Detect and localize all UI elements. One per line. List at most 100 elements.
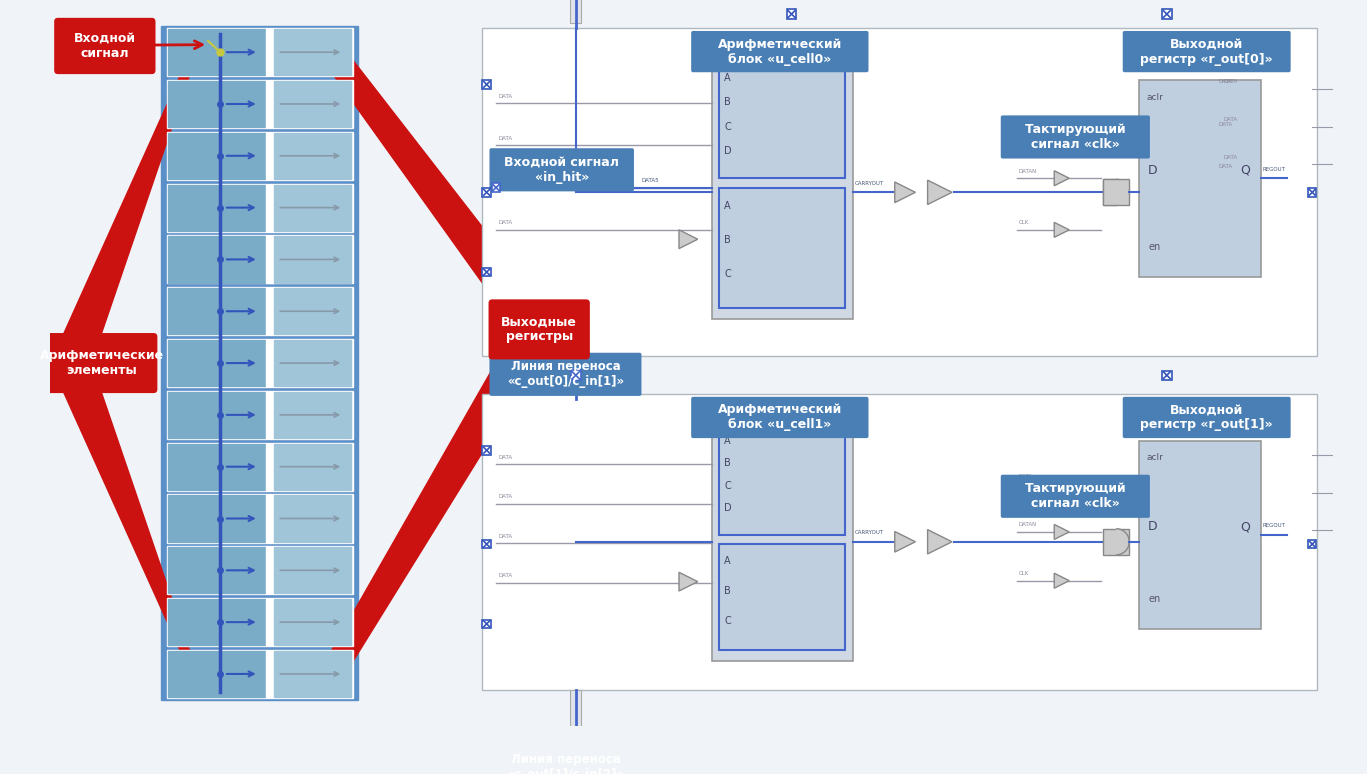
Text: REGOUT: REGOUT (1263, 166, 1285, 172)
Bar (1308, 188, 1316, 197)
Bar (492, 183, 500, 192)
Bar (719, 544, 845, 650)
Bar (483, 268, 491, 276)
Polygon shape (679, 572, 697, 591)
FancyBboxPatch shape (489, 149, 634, 191)
Bar (273, 236, 350, 283)
Bar (483, 540, 491, 548)
Bar (167, 391, 353, 439)
Bar (712, 417, 853, 662)
Bar (267, 184, 273, 231)
Text: DATAN: DATAN (1018, 522, 1036, 527)
FancyBboxPatch shape (1122, 397, 1290, 438)
Bar (273, 29, 350, 75)
Text: en: en (1148, 594, 1161, 604)
Text: A: A (725, 436, 730, 446)
Bar (167, 339, 353, 387)
Text: DATA: DATA (1018, 117, 1032, 122)
Text: B: B (725, 458, 731, 468)
Text: Арифметический
блок «u_cell0»: Арифметический блок «u_cell0» (718, 38, 842, 66)
Polygon shape (60, 43, 212, 683)
Bar (168, 184, 265, 231)
Bar (168, 444, 265, 490)
Text: DATA: DATA (1223, 80, 1237, 84)
Bar (167, 598, 353, 646)
Text: DATA: DATA (499, 494, 513, 499)
Bar (267, 651, 273, 697)
Bar (267, 236, 273, 283)
Bar (787, 9, 796, 19)
Bar (267, 599, 273, 646)
Bar (1308, 540, 1316, 548)
Polygon shape (928, 529, 951, 554)
Bar (167, 495, 353, 543)
Bar (267, 392, 273, 438)
Bar (267, 29, 273, 75)
Text: aclr: aclr (1146, 94, 1163, 102)
Bar (273, 392, 350, 438)
Bar (787, 771, 796, 774)
Polygon shape (323, 43, 545, 683)
Text: D: D (1148, 520, 1158, 533)
Text: Линия переноса
«c_out[1]/c_in[2]»: Линия переноса «c_out[1]/c_in[2]» (507, 753, 623, 774)
Bar (570, 752, 581, 762)
Bar (267, 132, 273, 179)
Bar (273, 184, 350, 231)
Bar (273, 495, 350, 542)
Bar (167, 28, 353, 76)
Text: B: B (725, 98, 731, 108)
Text: Арифметические
элементы: Арифметические элементы (40, 349, 164, 377)
Text: DATA: DATA (1218, 164, 1233, 169)
Bar (273, 340, 350, 386)
Bar (483, 80, 491, 89)
Polygon shape (928, 180, 951, 204)
Text: C: C (725, 616, 731, 626)
Text: CARRYOUT: CARRYOUT (854, 530, 883, 536)
Bar (1103, 529, 1129, 555)
Bar (168, 288, 265, 334)
Text: C: C (725, 269, 731, 279)
FancyBboxPatch shape (692, 397, 868, 438)
Bar (273, 288, 350, 334)
Bar (273, 132, 350, 179)
Polygon shape (1054, 119, 1069, 134)
FancyBboxPatch shape (1001, 115, 1150, 159)
Bar (570, 370, 581, 380)
Text: Q: Q (1240, 163, 1249, 176)
Bar (168, 599, 265, 646)
Bar (167, 183, 353, 231)
Bar (273, 651, 350, 697)
Text: A: A (725, 201, 730, 211)
Text: DATA5: DATA5 (641, 178, 659, 183)
Text: DATA: DATA (1223, 117, 1237, 122)
Bar (1139, 80, 1260, 277)
Bar (267, 288, 273, 334)
Text: REGOUT: REGOUT (1263, 523, 1285, 528)
Bar (168, 495, 265, 542)
Bar (719, 61, 845, 178)
Text: DATA: DATA (1218, 122, 1233, 127)
Bar (267, 547, 273, 594)
FancyBboxPatch shape (1122, 31, 1290, 72)
Bar (483, 28, 1316, 357)
Bar (167, 132, 353, 180)
Text: DATA: DATA (499, 94, 513, 98)
Text: DATA: DATA (499, 135, 513, 141)
Polygon shape (1054, 222, 1069, 238)
FancyBboxPatch shape (489, 746, 641, 774)
Text: B: B (725, 235, 731, 245)
Bar (273, 444, 350, 490)
Bar (1162, 9, 1172, 19)
Bar (168, 547, 265, 594)
Text: DATA: DATA (499, 221, 513, 225)
Text: B: B (725, 586, 731, 596)
Text: en: en (1148, 242, 1161, 252)
Text: Q: Q (1240, 520, 1249, 533)
Text: D: D (725, 146, 731, 156)
Text: DATA: DATA (499, 573, 513, 578)
Bar (168, 340, 265, 386)
FancyBboxPatch shape (692, 31, 868, 72)
FancyBboxPatch shape (55, 18, 156, 74)
Text: Выходные
регистры: Выходные регистры (502, 315, 577, 344)
Polygon shape (1054, 574, 1069, 588)
